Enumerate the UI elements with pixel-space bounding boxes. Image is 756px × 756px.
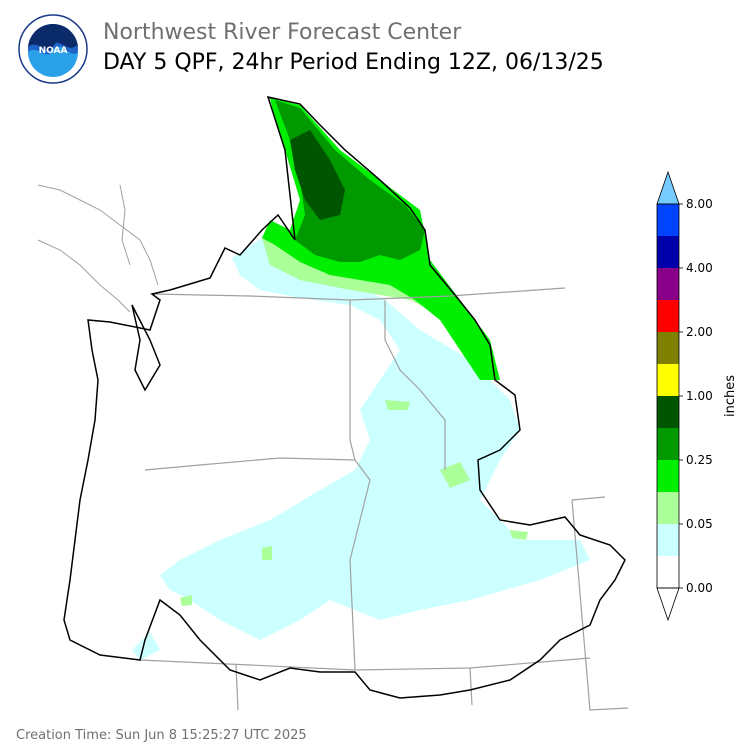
colorbar-segment [657,556,679,588]
state-boundaries [139,287,629,711]
tick-label: 2.00 [686,325,713,339]
tick-label: 0.05 [686,517,713,531]
colorbar-segment [657,428,679,460]
colorbar-bottom-arrow [656,587,680,622]
colorbar-segment [657,524,679,556]
tick-label: 4.00 [686,261,713,275]
colorbar-top-arrow [656,170,680,205]
logo-text: NOAA [39,46,68,56]
product-title: DAY 5 QPF, 24hr Period Ending 12Z, 06/13… [103,50,604,75]
creation-time: Creation Time: Sun Jun 8 15:25:27 UTC 20… [16,728,307,743]
org-title: Northwest River Forecast Center [103,20,462,45]
colorbar-segment [657,332,679,364]
colorbar-segment [657,460,679,492]
noaa-logo: NOAA [18,14,88,84]
tick-label: 0.00 [686,581,713,595]
precip-darkest-green [290,130,345,220]
precip-colorbar: 8.00 4.00 2.00 1.00 0.25 0.05 0.00 inche… [656,170,738,622]
colorbar-unit-label: inches [723,375,738,417]
colorbar-segment [657,492,679,524]
colorbar-segment [657,204,679,236]
colorbar-segment [657,396,679,428]
tick-label: 0.25 [686,453,713,467]
tick-label: 8.00 [686,197,713,211]
tick-label: 1.00 [686,389,713,403]
basin-outline [63,95,626,699]
colorbar-segment [657,300,679,332]
colorbar-segment [657,268,679,300]
precip-light [132,238,590,660]
canada-coast [37,184,159,313]
colorbar-segment [657,364,679,396]
colorbar-segment [657,236,679,268]
